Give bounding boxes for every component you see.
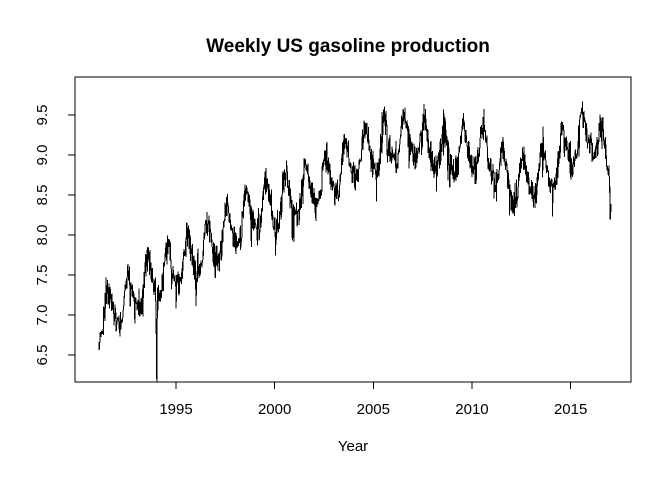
y-axis-tick-label: 8.0 [34, 225, 51, 246]
plot-title: Weekly US gasoline production [206, 36, 490, 57]
axes-group: 1995 2000 2005 2010 2015 6.5 7.0 7.5 8.0 8.5 9.0 9.… [34, 76, 632, 418]
y-axis-tick-label: 7.5 [34, 265, 51, 286]
y-axis-tick-label: 9.0 [34, 145, 51, 166]
x-axis-tick-label: 2005 [357, 401, 390, 418]
x-axis-label: Year [338, 438, 368, 455]
x-axis-tick-label: 1995 [159, 401, 192, 418]
y-axis-tick-label: 6.5 [34, 345, 51, 366]
x-axis-tick-label: 2000 [258, 401, 291, 418]
x-axis-tick-label: 2015 [554, 401, 587, 418]
y-axis-tick-label: 9.5 [34, 105, 51, 126]
y-axis-tick-label: 7.0 [34, 305, 51, 326]
series-line [98, 101, 612, 382]
plot-box [74, 76, 632, 383]
y-axis-tick-label: 8.5 [34, 185, 51, 206]
x-axis-tick-label: 2010 [455, 401, 488, 418]
series-group [98, 101, 612, 382]
